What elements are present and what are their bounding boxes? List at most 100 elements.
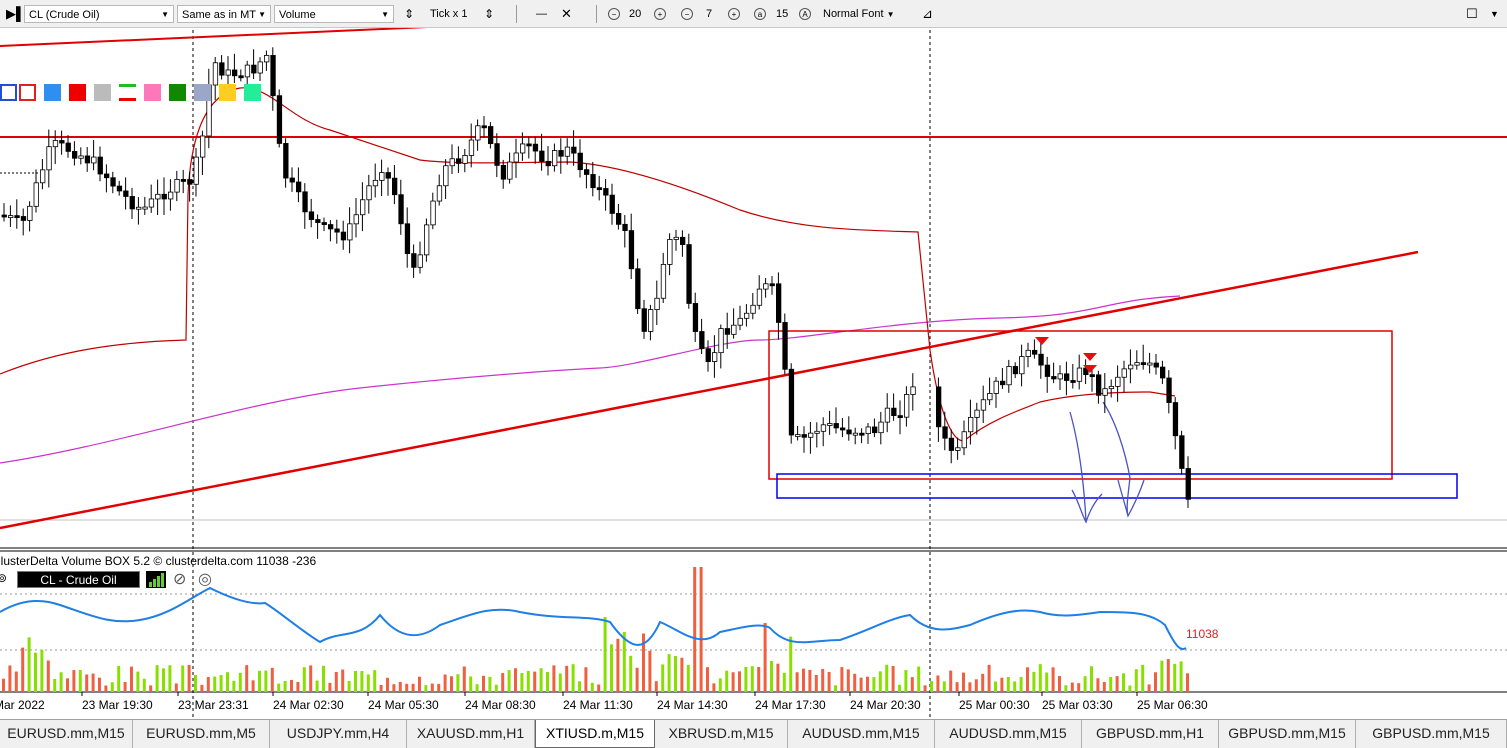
bear-candle [545,160,551,167]
bull-candle [980,399,987,411]
bear-candle [948,437,955,451]
bear-candle [327,224,334,230]
font-select[interactable]: Normal Font ▼ [823,5,895,23]
settings-circle-icon[interactable]: ◎ [198,571,212,588]
volume-bar [309,665,313,692]
bull-candle [142,206,148,210]
warning-icon[interactable]: ⊿ [922,6,933,21]
color-swatch[interactable] [169,84,186,101]
bear-candle [302,191,308,213]
volume-bar [130,666,133,692]
target-icon[interactable]: ⊚ [0,571,8,585]
bear-candle [872,426,878,434]
stepper-icon[interactable]: ⇕ [484,7,495,21]
mute-icon[interactable]: ⊘ [173,571,187,588]
color-swatch[interactable] [69,84,86,101]
x-tick-label: 23 Mar 23:31 [178,698,249,712]
bear-candle [65,142,71,152]
volume-bar [827,671,831,692]
volume-bar [981,673,985,692]
volume-bar [360,671,364,692]
bear-candle [1051,376,1057,380]
bull-candle [667,239,673,265]
volume-bar [930,681,933,692]
chart-tab[interactable]: XTIUSD.m,M15 [535,720,655,748]
font-size-icon[interactable]: a [754,5,766,23]
bull-candle [1147,362,1153,366]
plus-icon[interactable]: + [654,5,666,23]
volume-bar [398,681,402,692]
color-swatch[interactable] [219,84,236,101]
bear-candle [500,164,507,180]
bull-candle [884,407,891,423]
chart-tab[interactable]: EURUSD.mm,M5 [133,720,270,748]
mode-select[interactable]: Volume ▼ [274,5,394,23]
volume-bar [955,682,959,692]
chart-tab[interactable]: GBPUSD.mm,M15 [1356,720,1507,748]
bull-candle [359,199,366,216]
bear-candle [1,214,7,218]
bear-candle [110,177,116,187]
symbol-select[interactable]: CL (Crude Oil) ▼ [24,5,174,23]
chart-tab[interactable]: XAUUSD.mm,H1 [407,720,535,748]
bear-candle [622,223,628,231]
bear-candle [558,150,564,157]
bull-candle [731,324,737,335]
chart-tab[interactable]: GBPUSD.mm,H1 [1082,720,1219,748]
minus-icon[interactable]: − [608,5,620,23]
minimize-icon[interactable]: — [536,8,547,20]
chart-tab[interactable]: XBRUSD.m,M15 [655,720,788,748]
volume-bar [994,681,997,692]
chart-tab[interactable]: AUDUSD.mm,M15 [935,720,1082,748]
bull-candle [718,328,724,354]
bull-candle [475,125,481,141]
bear-candle [487,126,494,145]
color-swatch[interactable] [19,84,36,101]
price-chart[interactable]: Mar 2022 23 Mar 19:30 23 Mar 23:31 24 Mar 0… [0,28,1507,719]
color-swatch[interactable] [0,84,17,101]
color-swatch[interactable] [44,84,61,101]
font-size-large-icon[interactable]: A [799,5,811,23]
bull-candle [52,140,59,148]
plus-icon[interactable]: + [728,5,740,23]
volume-bar [648,650,652,692]
minus-icon[interactable]: − [681,5,693,23]
chart-tab[interactable]: GBPUSD.mm,M15 [1219,720,1356,748]
color-swatch[interactable] [194,84,211,101]
stepper-icon[interactable]: ⇕ [404,7,415,21]
bear-candle [123,190,129,197]
hand-drawn-arrow [1069,411,1103,524]
volume-bar [706,667,709,692]
volume-bar [181,665,185,692]
timezone-select[interactable]: Same as in MT ▼ [177,5,271,23]
volume-bar [59,672,63,692]
volume-bar [776,663,780,692]
volume-bar [258,670,261,692]
volume-bar [200,684,204,692]
color-swatch[interactable] [119,84,136,101]
volume-bar [462,666,466,692]
bull-candle [1121,368,1127,378]
color-swatch[interactable] [94,84,111,101]
volume-bar [1186,673,1189,692]
volume-bar [34,652,37,692]
play-icon[interactable]: ▶▌ [6,6,26,21]
close-icon[interactable]: ✕ [561,6,572,21]
chart-tab[interactable]: AUDUSD.mm,M15 [788,720,935,748]
bear-candle [270,55,276,97]
bull-candle [865,426,871,434]
volume-bar [846,669,850,692]
bear-candle [251,64,257,74]
color-swatch[interactable] [244,84,261,101]
chart-tab[interactable]: USDJPY.mm,H4 [270,720,407,748]
chart-tab[interactable]: EURUSD.mm,M15 [0,720,133,748]
bull-candle [366,185,372,201]
volume-bar [770,661,773,692]
color-swatch[interactable] [144,84,161,101]
volume-bar [302,667,306,692]
volume-bar [110,682,114,692]
volume-bar [1173,663,1177,692]
chevron-down-icon[interactable]: ▼ [1490,9,1499,19]
volume-bar [469,676,473,692]
maximize-icon[interactable]: ☐ [1466,6,1478,21]
